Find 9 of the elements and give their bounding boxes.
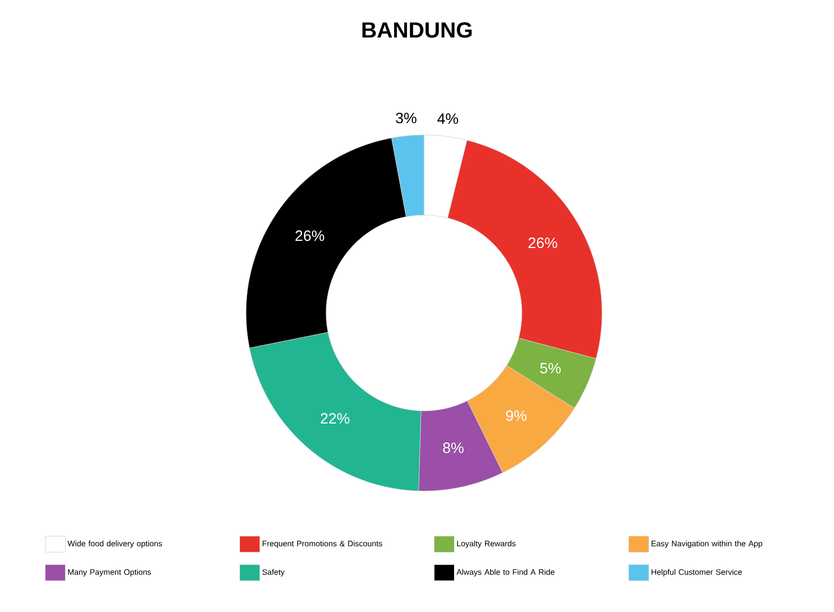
data-label: 22%	[320, 413, 350, 424]
data-label: 4%	[437, 113, 458, 124]
data-label: 5%	[540, 362, 561, 374]
data-label: 26%	[296, 230, 324, 241]
data-label: 3%	[396, 112, 416, 124]
data-label: 26%	[528, 238, 558, 248]
data-label: 8%	[443, 442, 464, 454]
chart-title: BANDUNG	[362, 22, 472, 38]
data-label: 9%	[506, 410, 526, 421]
